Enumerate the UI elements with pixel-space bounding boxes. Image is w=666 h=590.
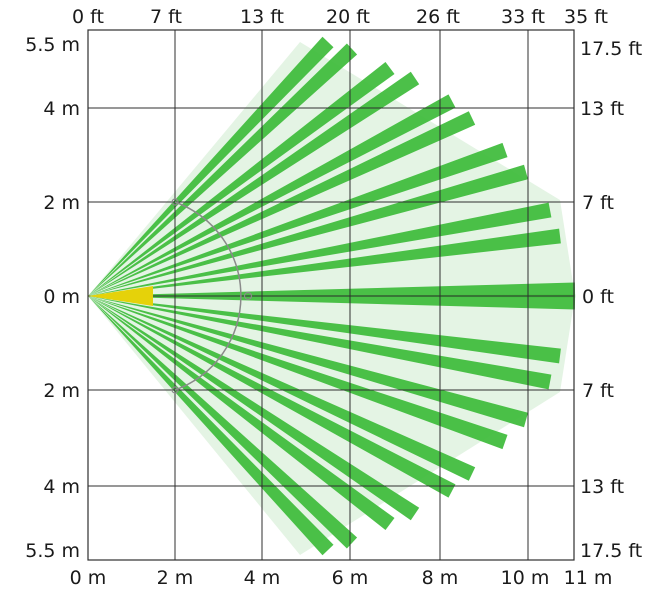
left-label-5: 4 m — [43, 476, 80, 498]
bottom-label-5: 10 m — [501, 567, 550, 589]
detection-beam-upper-8 — [88, 62, 395, 296]
left-label-1: 4 m — [43, 98, 80, 120]
detection-beam-lower-10 — [88, 296, 334, 556]
left-label-4: 2 m — [43, 380, 80, 402]
detection-beam-upper-1 — [88, 228, 561, 296]
right-label-4: 7 ft — [582, 380, 614, 402]
left-label-2: 2 m — [43, 192, 80, 214]
detection-beam-lower-5 — [88, 296, 476, 481]
arc-marker-bottom — [171, 386, 179, 394]
detection-beam-lower-8 — [88, 296, 395, 530]
top-label-2: 13 ft — [240, 6, 284, 28]
detection-beam-lower-7 — [88, 296, 420, 521]
detection-beam-upper-3 — [88, 164, 528, 296]
sensor-origin-wedge — [88, 286, 153, 306]
detection-beam-upper-5 — [88, 111, 476, 296]
left-label-6: 5.5 m — [25, 540, 80, 562]
right-label-6: 17.5 ft — [580, 540, 642, 562]
right-label-5: 13 ft — [580, 476, 624, 498]
top-feet-labels: 0 ft 7 ft 13 ft 20 ft 26 ft 33 ft 35 ft — [72, 6, 608, 28]
detection-beam-upper-2 — [88, 202, 552, 296]
top-label-6: 35 ft — [564, 6, 608, 28]
detection-beam-lower-0 — [88, 294, 576, 310]
detection-beam-upper-10 — [88, 36, 334, 297]
bottom-meter-labels: 0 m 2 m 4 m 6 m 8 m 10 m 11 m — [70, 567, 613, 589]
detection-beam-upper-6 — [88, 94, 456, 297]
bottom-label-2: 4 m — [244, 567, 281, 589]
detection-beam-upper-4 — [88, 142, 508, 296]
top-label-5: 33 ft — [501, 6, 545, 28]
diagram-frame — [87, 29, 575, 561]
bottom-label-0: 0 m — [70, 567, 107, 589]
detection-beam-lower-6 — [88, 296, 456, 498]
arc-marker-top — [171, 198, 179, 206]
detection-beam-lower-1 — [88, 296, 561, 364]
bottom-label-6: 11 m — [564, 567, 613, 589]
detection-beam-lower-9 — [88, 296, 358, 549]
detection-beam-lower-2 — [88, 296, 552, 390]
detection-beam-lower-4 — [88, 296, 508, 450]
top-label-3: 20 ft — [326, 6, 370, 28]
top-label-0: 0 ft — [72, 6, 104, 28]
bottom-label-1: 2 m — [157, 567, 194, 589]
detection-beam-upper-0 — [88, 282, 576, 298]
right-label-0: 17.5 ft — [580, 38, 642, 60]
detection-beam-upper-7 — [88, 71, 420, 296]
detection-beam-lower-3 — [88, 296, 528, 428]
detection-beam-upper-9 — [88, 43, 358, 296]
top-label-4: 26 ft — [416, 6, 460, 28]
grid — [88, 30, 574, 560]
left-meter-labels: 5.5 m 4 m 2 m 0 m 2 m 4 m 5.5 m — [25, 34, 80, 562]
detection-beams — [88, 36, 576, 556]
right-label-1: 13 ft — [580, 98, 624, 120]
left-label-0: 5.5 m — [25, 34, 80, 56]
arc-marker-center — [243, 291, 253, 301]
right-label-2: 7 ft — [582, 192, 614, 214]
left-label-3: 0 m — [43, 286, 80, 308]
bottom-label-3: 6 m — [332, 567, 369, 589]
right-label-3: 0 ft — [582, 286, 614, 308]
near-field-arc — [174, 201, 242, 391]
top-label-1: 7 ft — [150, 6, 182, 28]
right-feet-labels: 17.5 ft 13 ft 7 ft 0 ft 7 ft 13 ft 17.5 … — [580, 38, 642, 562]
bottom-label-4: 8 m — [422, 567, 459, 589]
